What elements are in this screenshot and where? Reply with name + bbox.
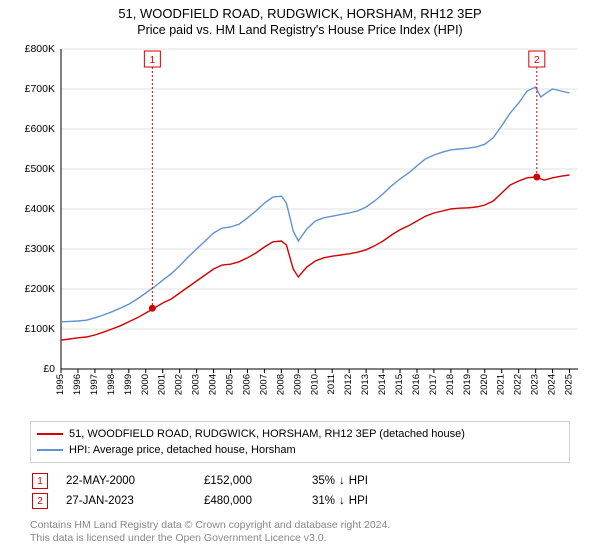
svg-text:2019: 2019 (461, 374, 472, 395)
svg-text:2016: 2016 (410, 374, 421, 395)
svg-text:2025: 2025 (563, 374, 574, 395)
svg-text:2023: 2023 (529, 374, 540, 395)
sales-table: 1 22-MAY-2000 £152,000 35% ↓ HPI 2 27-JAN-2023 £… (30, 471, 570, 511)
page-subtitle: Price paid vs. HM Land Registry's House … (137, 23, 462, 37)
svg-text:2018: 2018 (444, 374, 455, 395)
sales-row: 1 22-MAY-2000 £152,000 35% ↓ HPI (30, 471, 570, 491)
svg-text:£700K: £700K (24, 83, 54, 95)
sale-price: £480,000 (204, 495, 294, 507)
svg-text:£200K: £200K (24, 283, 54, 295)
legend-row: HPI: Average price, detached house, Hors… (37, 442, 563, 458)
legend-label: 51, WOODFIELD ROAD, RUDGWICK, HORSHAM, R… (69, 426, 465, 442)
footer-line-2: This data is licensed under the Open Gov… (30, 532, 570, 545)
svg-text:2017: 2017 (427, 374, 438, 395)
svg-text:1: 1 (149, 55, 155, 66)
down-arrow-icon: ↓ (339, 495, 345, 507)
svg-text:£100K: £100K (24, 323, 54, 335)
legend-label: HPI: Average price, detached house, Hors… (69, 442, 296, 458)
down-arrow-icon: ↓ (339, 475, 345, 487)
legend-swatch (37, 433, 63, 435)
svg-text:1995: 1995 (55, 374, 66, 395)
svg-text:2001: 2001 (156, 374, 167, 395)
svg-text:2015: 2015 (394, 374, 405, 395)
legend-row: 51, WOODFIELD ROAD, RUDGWICK, HORSHAM, R… (37, 426, 563, 442)
svg-text:2000: 2000 (139, 374, 150, 395)
svg-text:1999: 1999 (122, 374, 133, 395)
svg-text:2007: 2007 (258, 374, 269, 395)
footer-line-1: Contains HM Land Registry data © Crown c… (30, 519, 570, 532)
svg-text:£0: £0 (43, 363, 55, 375)
page-title: 51, WOODFIELD ROAD, RUDGWICK, HORSHAM, R… (118, 6, 481, 21)
svg-text:£300K: £300K (24, 243, 54, 255)
svg-text:£600K: £600K (24, 123, 54, 135)
svg-text:2021: 2021 (495, 374, 506, 395)
sale-delta: 35% ↓ HPI (312, 475, 432, 487)
svg-text:2010: 2010 (309, 374, 320, 395)
sale-delta-suffix: HPI (349, 495, 368, 507)
svg-text:2004: 2004 (207, 374, 218, 395)
svg-text:£400K: £400K (24, 203, 54, 215)
sales-row: 2 27-JAN-2023 £480,000 31% ↓ HPI (30, 491, 570, 511)
svg-text:2013: 2013 (360, 374, 371, 395)
svg-text:2002: 2002 (173, 374, 184, 395)
sale-price: £152,000 (204, 475, 294, 487)
chart-legend: 51, WOODFIELD ROAD, RUDGWICK, HORSHAM, R… (30, 421, 570, 463)
sale-marker-box: 1 (32, 473, 48, 489)
svg-text:2020: 2020 (478, 374, 489, 395)
svg-text:2024: 2024 (546, 374, 557, 395)
svg-text:2009: 2009 (292, 374, 303, 395)
chart-svg: £0 £100K £200K £300K £400K £500K £600K £700K £80… (13, 43, 588, 413)
sale-date: 27-JAN-2023 (66, 495, 186, 507)
footer-attribution: Contains HM Land Registry data © Crown c… (30, 519, 570, 545)
sale-delta: 31% ↓ HPI (312, 495, 432, 507)
price-chart: £0 £100K £200K £300K £400K £500K £600K £700K £80… (13, 43, 588, 413)
svg-text:2012: 2012 (343, 374, 354, 395)
svg-text:2014: 2014 (377, 374, 388, 395)
sale-delta-pct: 35% (312, 475, 335, 487)
svg-text:1996: 1996 (71, 374, 82, 395)
svg-text:1997: 1997 (88, 374, 99, 395)
sale-delta-pct: 31% (312, 495, 335, 507)
svg-text:1998: 1998 (105, 374, 116, 395)
svg-text:£500K: £500K (24, 163, 54, 175)
svg-text:2: 2 (534, 55, 540, 66)
sale-date: 22-MAY-2000 (66, 475, 186, 487)
svg-text:2005: 2005 (224, 374, 235, 395)
legend-swatch (37, 449, 63, 451)
sale-marker-box: 2 (32, 493, 48, 509)
svg-text:2008: 2008 (275, 374, 286, 395)
svg-text:£800K: £800K (24, 43, 54, 55)
svg-text:2011: 2011 (326, 374, 337, 394)
svg-text:2006: 2006 (241, 374, 252, 395)
sale-delta-suffix: HPI (349, 475, 368, 487)
svg-text:2003: 2003 (190, 374, 201, 395)
svg-text:2022: 2022 (512, 374, 523, 395)
